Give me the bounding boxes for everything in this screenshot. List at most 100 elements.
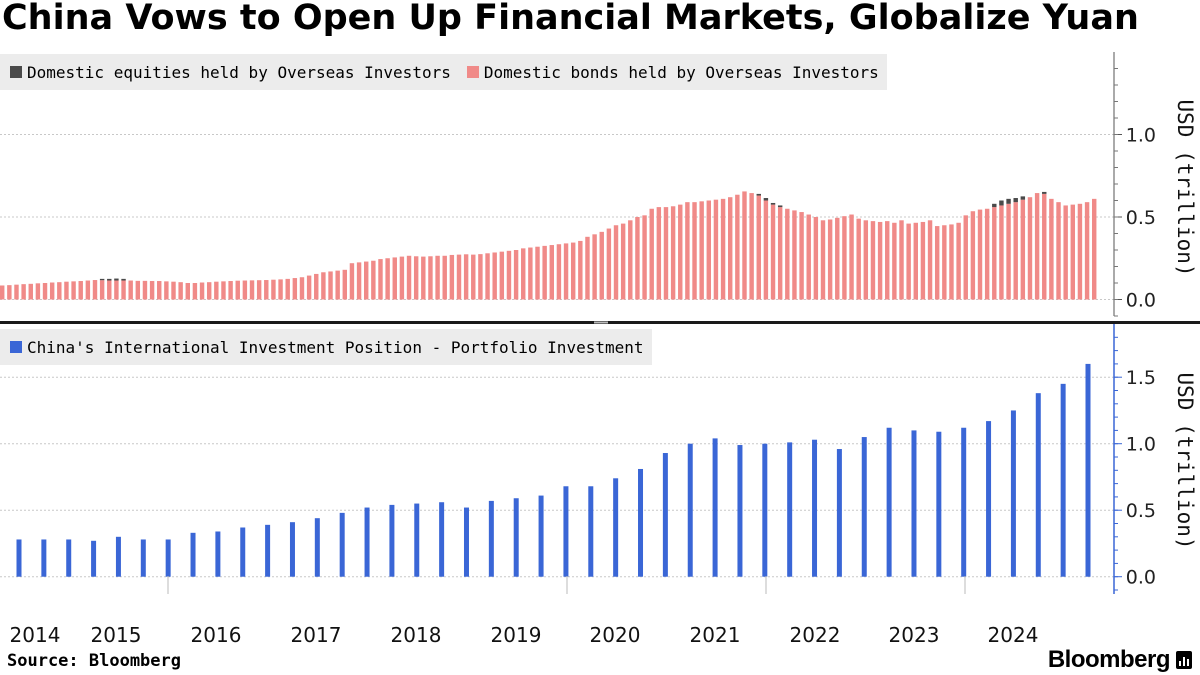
bond-bar: [264, 280, 269, 300]
bond-bar: [0, 285, 5, 300]
bottom-y-axis-label: USD (trillion): [1173, 372, 1197, 549]
bond-bar: [521, 248, 526, 300]
bond-bar: [378, 259, 383, 300]
bond-bar: [635, 217, 640, 300]
legend-item-iip[interactable]: China's International Investment Positio…: [10, 338, 644, 357]
bond-bar: [956, 222, 961, 300]
chart-title: China Vows to Open Up Financial Markets,…: [2, 0, 1139, 38]
bond-bar: [1063, 205, 1068, 300]
iip-bar: [240, 527, 246, 577]
iip-bar: [737, 445, 743, 577]
bond-bar: [934, 226, 940, 300]
iip-bar: [588, 486, 594, 577]
bond-bar: [256, 280, 262, 300]
iip-bar: [414, 503, 420, 577]
bond-bar: [685, 202, 690, 300]
iip-bar: [190, 532, 196, 577]
bond-bar: [513, 250, 519, 300]
iip-bar: [812, 439, 818, 577]
bond-bar: [28, 283, 33, 300]
panel-divider: [0, 321, 1200, 324]
bond-bar: [242, 280, 248, 300]
iip-bar: [638, 468, 644, 577]
legend-swatch-bonds: [466, 66, 479, 78]
bond-bar: [906, 223, 911, 300]
bond-bar: [107, 280, 112, 300]
bond-bar: [185, 283, 190, 300]
iip-bar: [314, 518, 320, 577]
iip-bar: [439, 502, 445, 577]
bond-bar: [321, 272, 326, 300]
bond-bar: [599, 231, 604, 300]
bond-bar: [856, 218, 861, 300]
bond-bar: [706, 200, 712, 300]
bond-bar: [785, 208, 790, 300]
bond-bar: [364, 261, 369, 300]
iip-bar: [289, 522, 295, 577]
bond-bar: [157, 281, 162, 300]
bottom-y-tick-label: 0.5: [1126, 500, 1156, 522]
bond-bar: [92, 280, 98, 300]
bond-bar: [71, 281, 76, 300]
bond-bar: [692, 202, 697, 300]
bond-bar: [585, 236, 590, 300]
equity-bar: [1020, 196, 1026, 200]
bond-bar: [963, 215, 968, 300]
bond-bar: [1077, 203, 1083, 300]
bond-bar: [35, 283, 41, 300]
iip-bar: [986, 421, 992, 577]
bond-bar: [99, 280, 105, 300]
top-y-tick-label: 1.0: [1126, 125, 1156, 147]
legend-label-iip: China's International Investment Positio…: [27, 337, 644, 357]
x-tick-label: 2015: [91, 623, 142, 647]
bond-bar: [1042, 193, 1047, 300]
bond-bar: [556, 244, 562, 300]
bond-bar: [535, 246, 540, 300]
iip-bar: [613, 478, 619, 577]
iip-bar: [538, 495, 544, 577]
bond-bar: [970, 211, 976, 300]
bond-bar: [249, 280, 255, 300]
bottom-panel-y-axis: 0.0 0.5 1.0 1.5 USD (trillion): [1113, 324, 1197, 594]
bond-bar: [506, 250, 512, 300]
iip-bar: [1060, 383, 1066, 577]
bond-bar: [642, 215, 647, 300]
bond-bar: [549, 245, 554, 300]
iip-bar: [787, 442, 793, 577]
legend-swatch-iip: [10, 341, 22, 353]
bond-bar: [485, 253, 490, 300]
legend-item-bonds[interactable]: Domestic bonds held by Overseas Investor…: [466, 62, 879, 82]
bond-bar: [699, 201, 704, 300]
bond-bar: [742, 191, 747, 300]
iip-bar: [886, 427, 892, 577]
legend-item-equities[interactable]: Domestic equities held by Overseas Inves…: [10, 63, 451, 82]
bond-bar: [806, 214, 811, 300]
bond-bar: [299, 277, 305, 300]
bond-bar: [835, 217, 840, 300]
panel-resize-handle: [594, 321, 608, 324]
bond-bar: [271, 279, 276, 300]
bond-bar: [842, 216, 847, 300]
source-note: Source: Bloomberg: [7, 651, 181, 671]
top-y-tick-label: 0.0: [1126, 290, 1156, 312]
top-panel-bars: [0, 191, 1097, 300]
bond-bar: [421, 256, 426, 300]
bond-bar: [342, 269, 348, 300]
bottom-y-tick-label: 1.5: [1126, 367, 1156, 389]
bond-bar: [1006, 203, 1011, 300]
bond-bar: [128, 280, 133, 300]
legend-label-bonds: Domestic bonds held by Overseas Investor…: [483, 62, 879, 82]
bond-bar: [620, 223, 626, 300]
bond-bar: [563, 243, 569, 300]
iip-bar: [389, 504, 395, 577]
bond-bar: [413, 256, 419, 300]
x-tick-label: 2016: [191, 623, 242, 647]
bond-bar: [449, 254, 455, 300]
iip-bar: [265, 524, 271, 577]
bottom-panel-gridlines: [0, 376, 1114, 578]
bond-bar: [292, 278, 298, 300]
bond-bar: [542, 245, 547, 300]
bond-bar: [57, 282, 62, 300]
bond-bar: [314, 273, 319, 300]
bond-bar: [164, 281, 169, 300]
